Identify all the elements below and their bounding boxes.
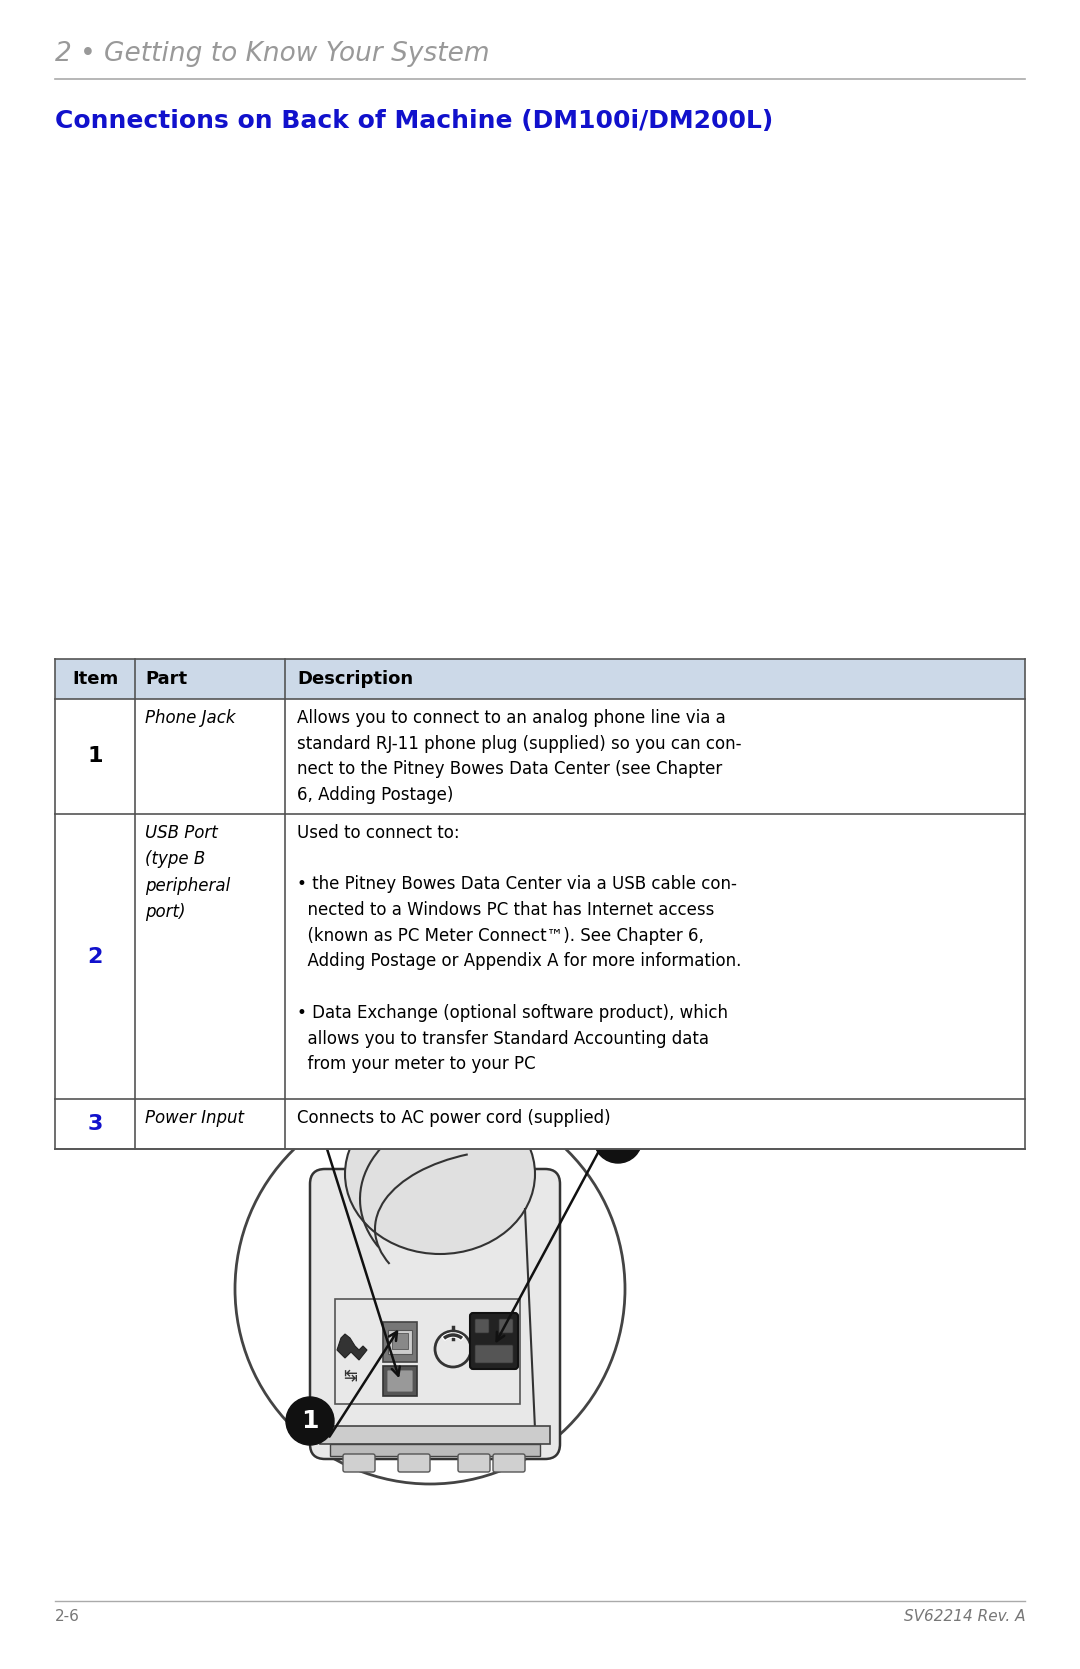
Text: Power Input: Power Input bbox=[145, 1108, 244, 1127]
Text: Allows you to connect to an analog phone line via a
standard RJ-11 phone plug (s: Allows you to connect to an analog phone… bbox=[297, 709, 742, 804]
FancyBboxPatch shape bbox=[499, 1319, 513, 1334]
Text: 2: 2 bbox=[87, 946, 103, 966]
Text: 3: 3 bbox=[87, 1113, 103, 1133]
Text: 1: 1 bbox=[87, 746, 103, 766]
Text: Phone Jack: Phone Jack bbox=[145, 709, 235, 728]
FancyBboxPatch shape bbox=[335, 1298, 519, 1404]
Text: Item: Item bbox=[72, 669, 118, 688]
Ellipse shape bbox=[345, 1093, 535, 1253]
Text: Used to connect to:

• the Pitney Bowes Data Center via a USB cable con-
  necte: Used to connect to: • the Pitney Bowes D… bbox=[297, 824, 741, 1073]
Text: Part: Part bbox=[145, 669, 187, 688]
Circle shape bbox=[286, 1397, 334, 1445]
Text: Connects to AC power cord (supplied): Connects to AC power cord (supplied) bbox=[297, 1108, 610, 1127]
Text: USB Port
(type B
peripheral
port): USB Port (type B peripheral port) bbox=[145, 824, 230, 921]
FancyBboxPatch shape bbox=[475, 1319, 489, 1334]
Text: Connections on Back of Machine (DM100i/DM200L): Connections on Back of Machine (DM100i/D… bbox=[55, 108, 773, 134]
Text: Description: Description bbox=[297, 669, 414, 688]
FancyBboxPatch shape bbox=[458, 1454, 490, 1472]
FancyBboxPatch shape bbox=[55, 814, 1025, 1098]
FancyBboxPatch shape bbox=[387, 1370, 413, 1392]
FancyBboxPatch shape bbox=[470, 1314, 518, 1369]
FancyBboxPatch shape bbox=[475, 1345, 513, 1364]
FancyBboxPatch shape bbox=[330, 1444, 540, 1455]
FancyBboxPatch shape bbox=[388, 1330, 411, 1354]
FancyBboxPatch shape bbox=[55, 699, 1025, 814]
Text: 2: 2 bbox=[271, 1070, 288, 1093]
Text: 1: 1 bbox=[301, 1409, 319, 1434]
Text: 3: 3 bbox=[609, 1127, 626, 1152]
FancyBboxPatch shape bbox=[55, 1098, 1025, 1148]
Circle shape bbox=[235, 1093, 625, 1484]
Circle shape bbox=[594, 1115, 642, 1163]
FancyBboxPatch shape bbox=[383, 1322, 417, 1362]
Text: ↹: ↹ bbox=[343, 1367, 356, 1385]
Polygon shape bbox=[337, 1334, 367, 1360]
FancyBboxPatch shape bbox=[310, 1168, 561, 1459]
FancyBboxPatch shape bbox=[383, 1365, 417, 1395]
FancyBboxPatch shape bbox=[55, 659, 1025, 699]
FancyBboxPatch shape bbox=[392, 1334, 408, 1349]
FancyBboxPatch shape bbox=[320, 1425, 550, 1444]
FancyBboxPatch shape bbox=[492, 1454, 525, 1472]
Text: 2 • Getting to Know Your System: 2 • Getting to Know Your System bbox=[55, 42, 489, 67]
Text: SV62214 Rev. A: SV62214 Rev. A bbox=[904, 1609, 1025, 1624]
FancyBboxPatch shape bbox=[343, 1454, 375, 1472]
Text: 2-6: 2-6 bbox=[55, 1609, 80, 1624]
FancyBboxPatch shape bbox=[399, 1454, 430, 1472]
Circle shape bbox=[256, 1056, 303, 1105]
